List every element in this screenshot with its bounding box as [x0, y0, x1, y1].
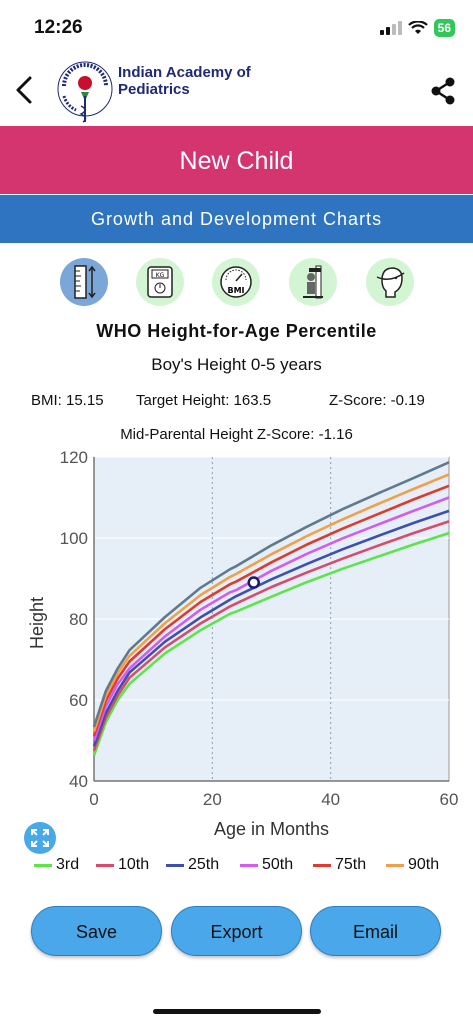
bmi-icon: BMI	[220, 266, 252, 298]
bmi-chart-button[interactable]: BMI	[212, 258, 260, 306]
y-tick-label: 60	[69, 691, 88, 710]
growth-chart: 40 60 80 100 120 0 20 40 60 Age in Months Height	[27, 448, 459, 839]
series-line-90th	[92, 473, 450, 733]
head-circumference-icon	[376, 267, 405, 298]
legend-item: 10th	[96, 856, 149, 874]
org-name-line2: Pediatrics	[118, 81, 190, 98]
x-tick-label: 40	[321, 790, 340, 809]
signal-icon	[379, 21, 402, 35]
legend-swatch	[166, 863, 184, 867]
legend-label: 75th	[335, 856, 367, 873]
section-banner: Growth and Development Charts	[0, 195, 473, 243]
legend-swatch	[240, 863, 258, 867]
x-tick-label: 60	[440, 790, 459, 809]
child-name-banner: New Child	[0, 126, 473, 194]
height-icon	[74, 265, 96, 299]
series-line-75th	[92, 484, 450, 737]
height-measure-icon	[303, 265, 323, 299]
legend-label: 10th	[118, 856, 150, 873]
share-icon[interactable]	[429, 76, 457, 106]
back-icon[interactable]	[10, 72, 40, 108]
legend-swatch	[386, 863, 404, 867]
series-line-25th	[92, 509, 450, 747]
org-name: Indian Academy of Pediatrics	[118, 64, 251, 98]
legend-label: 50th	[262, 856, 294, 873]
battery-icon: 56	[433, 19, 455, 37]
length-chart-button[interactable]	[289, 258, 337, 306]
series-line-3rd	[92, 531, 450, 756]
legend-swatch	[313, 863, 331, 867]
y-tick-label: 80	[69, 610, 88, 629]
chart-type-selector: KG BMI	[0, 258, 473, 308]
weight-chart-button[interactable]: KG	[136, 258, 184, 306]
series-line-upper	[92, 461, 450, 728]
legend-item: 50th	[240, 856, 293, 874]
z-score-value: Z-Score: -0.19	[329, 392, 425, 409]
y-tick-label: 120	[60, 448, 88, 467]
weight-scale-icon: KG	[147, 266, 173, 298]
x-tick-label: 20	[203, 790, 222, 809]
legend-item: 3rd	[34, 856, 79, 874]
legend-swatch	[34, 863, 52, 867]
y-axis-label: Height	[27, 597, 47, 649]
org-name-line1: Indian Academy of	[118, 64, 251, 81]
head-chart-button[interactable]	[366, 258, 414, 306]
expand-chart-button[interactable]	[24, 822, 56, 854]
save-button[interactable]: Save	[31, 906, 162, 956]
email-button[interactable]: Email	[310, 906, 441, 956]
y-tick-label: 40	[69, 772, 88, 791]
legend-item: 75th	[313, 856, 366, 874]
app-header: Indian Academy of Pediatrics	[0, 56, 473, 126]
chart-title: WHO Height-for-Age Percentile	[96, 321, 377, 341]
export-button[interactable]: Export	[171, 906, 302, 956]
wifi-icon	[407, 21, 428, 34]
status-time: 12:26	[34, 17, 83, 38]
height-chart-button[interactable]	[60, 258, 108, 306]
status-bar: 12:26 56	[0, 0, 473, 56]
chart-legend: 3rd 10th 25th 50th 75th 90th	[34, 856, 464, 878]
legend-label: 3rd	[56, 856, 80, 873]
legend-label: 25th	[188, 856, 220, 873]
kg-label: KG	[156, 272, 165, 279]
y-tick-label: 100	[60, 529, 88, 548]
legend-item: 25th	[166, 856, 219, 874]
x-axis-label: Age in Months	[214, 819, 329, 839]
series-line-50th	[92, 496, 450, 742]
target-height-value: Target Height: 163.5	[136, 392, 272, 409]
iap-logo	[57, 61, 113, 123]
chart-subtitle: Boy's Height 0-5 years	[151, 355, 322, 374]
bmi-label: BMI	[227, 286, 244, 295]
x-tick-label: 0	[89, 790, 98, 809]
bmi-value: BMI: 15.15	[31, 392, 104, 409]
legend-swatch	[96, 863, 114, 867]
measurement-point	[247, 576, 260, 589]
expand-icon	[31, 829, 49, 847]
home-indicator[interactable]	[153, 1009, 321, 1014]
legend-label: 90th	[408, 856, 440, 873]
series-line-10th	[92, 520, 450, 752]
mid-parental-z-score: Mid-Parental Height Z-Score: -1.16	[120, 426, 353, 443]
status-icons: 56	[379, 19, 455, 37]
legend-item: 90th	[386, 856, 439, 874]
